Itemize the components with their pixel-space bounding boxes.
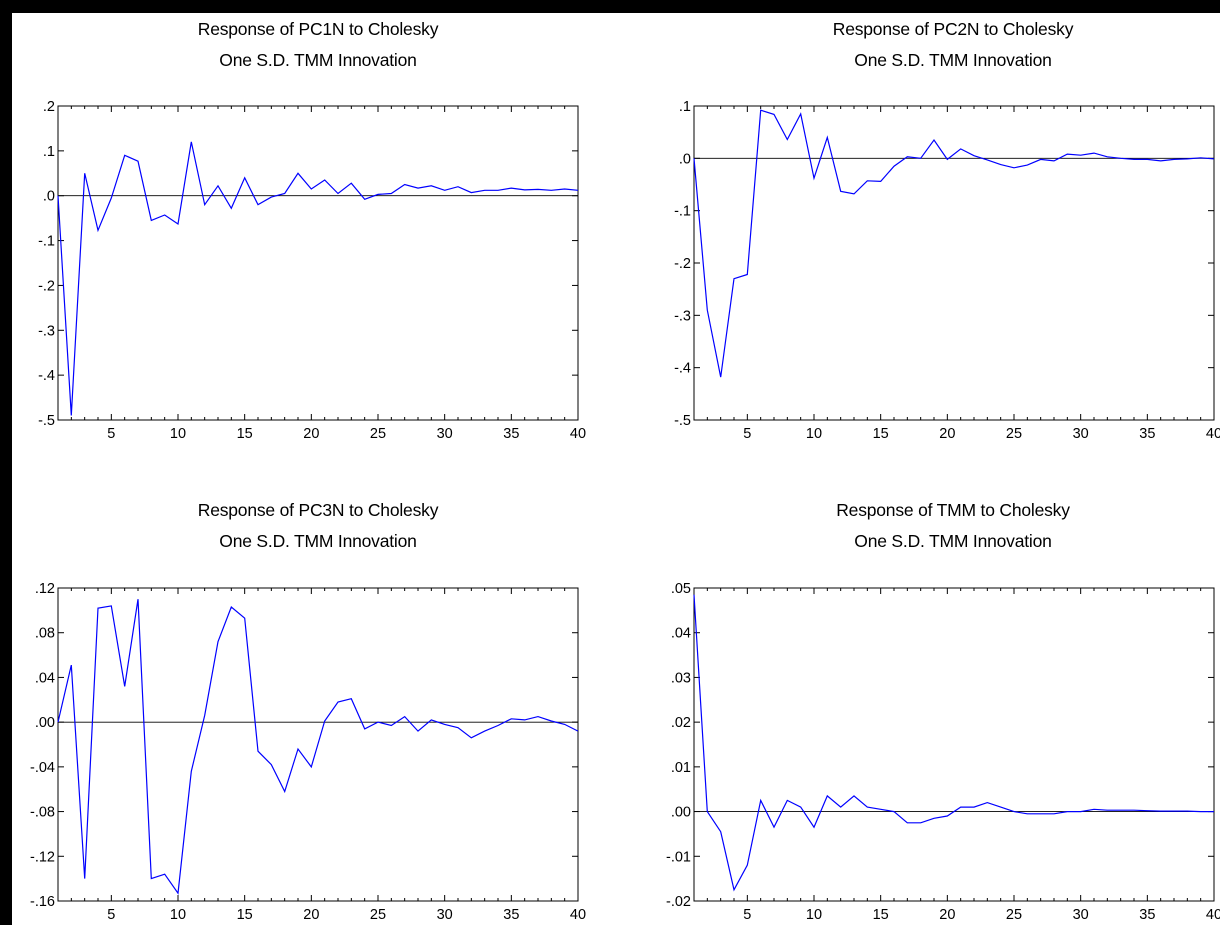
y-tick-label: .08 <box>35 626 55 642</box>
y-tick-label: .00 <box>671 805 691 821</box>
chart-panel-1: .1 .0 -.1 -.2 -.3 -.4 -.5 5 10 15 20 25 30 35 40 <box>674 99 1220 442</box>
y-tick-label: .12 <box>35 581 55 597</box>
y-tick-label: .04 <box>35 670 55 686</box>
y-tick-label: -.4 <box>38 368 55 384</box>
x-tick-label: 30 <box>1073 426 1089 442</box>
y-tick-label: .02 <box>671 715 691 731</box>
y-tick-label: -.4 <box>674 361 691 377</box>
panel-title-pc1n: Response of PC1N to Cholesky One S.D. TM… <box>18 14 618 76</box>
x-tick-label: 30 <box>437 426 453 442</box>
x-tick-label: 15 <box>237 907 253 923</box>
panel-title-pc2n: Response of PC2N to Cholesky One S.D. TM… <box>653 14 1220 76</box>
plot-frame <box>693 587 1215 902</box>
y-tick-label: -.08 <box>30 805 55 821</box>
y-tick-label: -.04 <box>30 760 55 776</box>
x-tick-label: 10 <box>170 907 186 923</box>
x-tick-label: 20 <box>939 907 955 923</box>
x-tick-label: 15 <box>237 426 253 442</box>
y-tick-label: -.2 <box>674 256 691 272</box>
x-tick-label: 30 <box>437 907 453 923</box>
y-tick-label: .0 <box>679 151 691 167</box>
y-tick-label: -.1 <box>674 204 691 220</box>
panel-title-line-1: Response of TMM to Cholesky <box>836 500 1070 520</box>
x-tick-label: 5 <box>743 426 751 442</box>
series-line <box>693 594 1214 892</box>
chart-panel-2: .12 .08 .04 .00 -.04 -.08 -.12 -.16 5 10 15 20 25 30 3… <box>30 581 586 923</box>
y-tick-label: .2 <box>43 99 55 115</box>
y-tick-label: .1 <box>679 99 691 115</box>
series-line <box>693 109 1215 378</box>
y-tick-label: .03 <box>671 670 691 686</box>
series-line <box>57 599 579 895</box>
x-tick-label: 5 <box>107 907 115 923</box>
x-tick-label: 15 <box>873 426 889 442</box>
y-tick-label: .04 <box>671 626 691 642</box>
window-frame-left <box>0 0 12 925</box>
x-tick-label: 40 <box>570 426 586 442</box>
x-tick-label: 10 <box>806 426 822 442</box>
series-line <box>57 141 579 416</box>
x-tick-label: 25 <box>1006 426 1022 442</box>
y-tick-label: -.2 <box>38 278 55 294</box>
y-tick-label: -.1 <box>38 234 55 250</box>
x-tick-label: 10 <box>170 426 186 442</box>
x-tick-label: 35 <box>1139 426 1155 442</box>
panel-title-line-1: Response of PC1N to Cholesky <box>197 19 439 39</box>
y-tick-label: .0 <box>43 189 55 205</box>
panel-title-pc3n: Response of PC3N to Cholesky One S.D. TM… <box>18 495 618 557</box>
x-tick-label: 40 <box>570 907 586 923</box>
panel-title-line-1: Response of PC3N to Cholesky <box>197 500 439 520</box>
x-tick-label: 35 <box>503 907 519 923</box>
panel-title-line-2: One S.D. TMM Innovation <box>219 531 417 551</box>
x-tick-label: 30 <box>1073 907 1089 923</box>
y-tick-label: -.5 <box>674 413 691 429</box>
x-tick-label: 5 <box>107 426 115 442</box>
y-tick-label: .05 <box>671 581 691 597</box>
y-tick-label: -.12 <box>30 849 55 865</box>
window-frame-top <box>0 0 1220 13</box>
y-tick-label: .01 <box>671 760 691 776</box>
chart-panel-0: .2 .1 .0 -.1 -.2 -.3 -.4 -.5 5 10 15 20 25 30 35 40 <box>38 99 586 442</box>
x-tick-label: 20 <box>939 426 955 442</box>
y-tick-label: -.16 <box>30 894 55 910</box>
x-tick-label: 5 <box>743 907 751 923</box>
x-tick-label: 25 <box>370 907 386 923</box>
chart-panel-3: .05 .04 .03 .02 .01 .00 -.01 -.02 5 10 15 20 25 30 35 4… <box>666 581 1220 923</box>
y-tick-label: .1 <box>43 144 55 160</box>
plot-frame <box>57 105 579 421</box>
y-tick-label: .00 <box>35 715 55 731</box>
x-tick-label: 10 <box>806 907 822 923</box>
x-tick-label: 40 <box>1206 426 1220 442</box>
y-tick-label: -.5 <box>38 413 55 429</box>
panel-title-line-2: One S.D. TMM Innovation <box>854 531 1052 551</box>
panel-title-line-2: One S.D. TMM Innovation <box>854 50 1052 70</box>
y-tick-label: -.02 <box>666 894 691 910</box>
x-tick-label: 15 <box>873 907 889 923</box>
x-tick-label: 35 <box>1139 907 1155 923</box>
x-tick-label: 20 <box>303 907 319 923</box>
x-tick-label: 25 <box>1006 907 1022 923</box>
x-tick-label: 40 <box>1206 907 1220 923</box>
x-tick-label: 35 <box>503 426 519 442</box>
x-tick-label: 25 <box>370 426 386 442</box>
panel-title-line-1: Response of PC2N to Cholesky <box>832 19 1074 39</box>
x-tick-label: 20 <box>303 426 319 442</box>
y-tick-label: -.3 <box>674 308 691 324</box>
plot-frame <box>693 105 1215 421</box>
panel-title-tmm: Response of TMM to Cholesky One S.D. TMM… <box>653 495 1220 557</box>
y-tick-label: -.3 <box>38 323 55 339</box>
y-tick-label: -.01 <box>666 849 691 865</box>
panel-title-line-2: One S.D. TMM Innovation <box>219 50 417 70</box>
